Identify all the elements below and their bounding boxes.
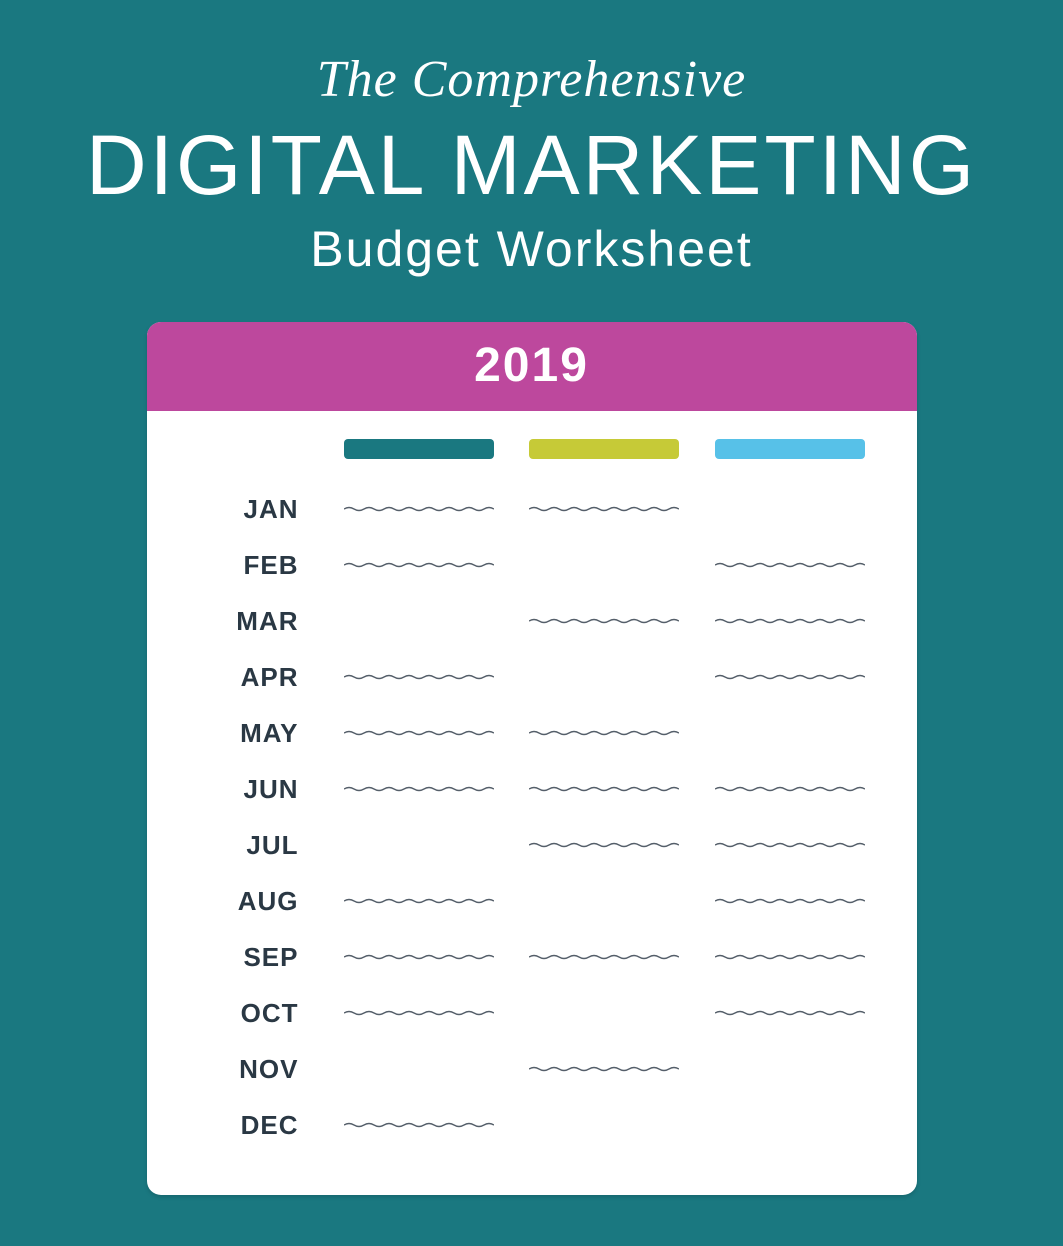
month-label: NOV [147,1054,327,1085]
month-label: FEB [147,550,327,581]
title-line-3: Budget Worksheet [86,220,977,278]
squiggle-icon [344,952,494,962]
squiggle-icon [715,672,865,682]
table-cell [327,1008,512,1018]
month-label: SEP [147,942,327,973]
table-cell [512,504,697,514]
table-row: MAR [147,593,883,649]
table-row: MAY [147,705,883,761]
table-row: AUG [147,873,883,929]
month-label: OCT [147,998,327,1029]
table-cell [327,784,512,794]
squiggle-icon [715,840,865,850]
squiggle-icon [529,728,679,738]
table-cell [697,616,882,626]
squiggle-icon [715,784,865,794]
month-label: APR [147,662,327,693]
table-cell [697,1008,882,1018]
month-label: DEC [147,1110,327,1141]
column-color-bar [344,439,494,459]
table-cell [327,560,512,570]
table-cell [512,840,697,850]
table-row: JAN [147,481,883,537]
squiggle-icon [344,560,494,570]
column-header-row [147,439,883,459]
table-cell [697,560,882,570]
table-row: SEP [147,929,883,985]
squiggle-icon [715,560,865,570]
squiggle-icon [529,1064,679,1074]
table-row: FEB [147,537,883,593]
table-cell [512,784,697,794]
squiggle-icon [715,616,865,626]
table-cell [697,784,882,794]
table-row: JUN [147,761,883,817]
table-cell [327,896,512,906]
table-cell [697,896,882,906]
worksheet-body: JAN FEB MAR APR MAY JUN JUL AUG SEP OCT NOV DEC [147,411,917,1195]
table-cell [512,728,697,738]
squiggle-icon [529,784,679,794]
column-header-cell [327,439,512,459]
month-label: JUN [147,774,327,805]
column-header-cell [512,439,697,459]
table-row: DEC [147,1097,883,1153]
table-cell [512,1064,697,1074]
squiggle-icon [344,504,494,514]
month-label: JAN [147,494,327,525]
table-cell [327,1120,512,1130]
worksheet-year-header: 2019 [147,322,917,411]
table-row: JUL [147,817,883,873]
month-label: MAR [147,606,327,637]
column-color-bar [715,439,865,459]
squiggle-icon [715,1008,865,1018]
squiggle-icon [529,616,679,626]
squiggle-icon [344,1008,494,1018]
table-cell [697,672,882,682]
table-row: OCT [147,985,883,1041]
squiggle-icon [344,896,494,906]
squiggle-icon [344,1120,494,1130]
table-cell [327,504,512,514]
column-header-cell [697,439,882,459]
squiggle-icon [344,728,494,738]
table-cell [697,840,882,850]
column-color-bar [529,439,679,459]
squiggle-icon [344,672,494,682]
table-cell [697,952,882,962]
table-cell [327,672,512,682]
table-cell [327,728,512,738]
month-label: MAY [147,718,327,749]
squiggle-icon [344,784,494,794]
squiggle-icon [529,504,679,514]
title-line-2: DIGITAL MARKETING [86,117,977,214]
table-row: APR [147,649,883,705]
squiggle-icon [715,952,865,962]
month-label: AUG [147,886,327,917]
squiggle-icon [529,840,679,850]
squiggle-icon [715,896,865,906]
table-row: NOV [147,1041,883,1097]
table-cell [512,616,697,626]
month-label: JUL [147,830,327,861]
title-line-1: The Comprehensive [86,50,977,109]
worksheet-card: 2019 JAN FEB MAR APR MAY JUN JUL AUG SEP OCT NOV DE… [147,322,917,1195]
table-cell [512,952,697,962]
table-cell [327,952,512,962]
title-block: The Comprehensive DIGITAL MARKETING Budg… [86,50,977,278]
squiggle-icon [529,952,679,962]
